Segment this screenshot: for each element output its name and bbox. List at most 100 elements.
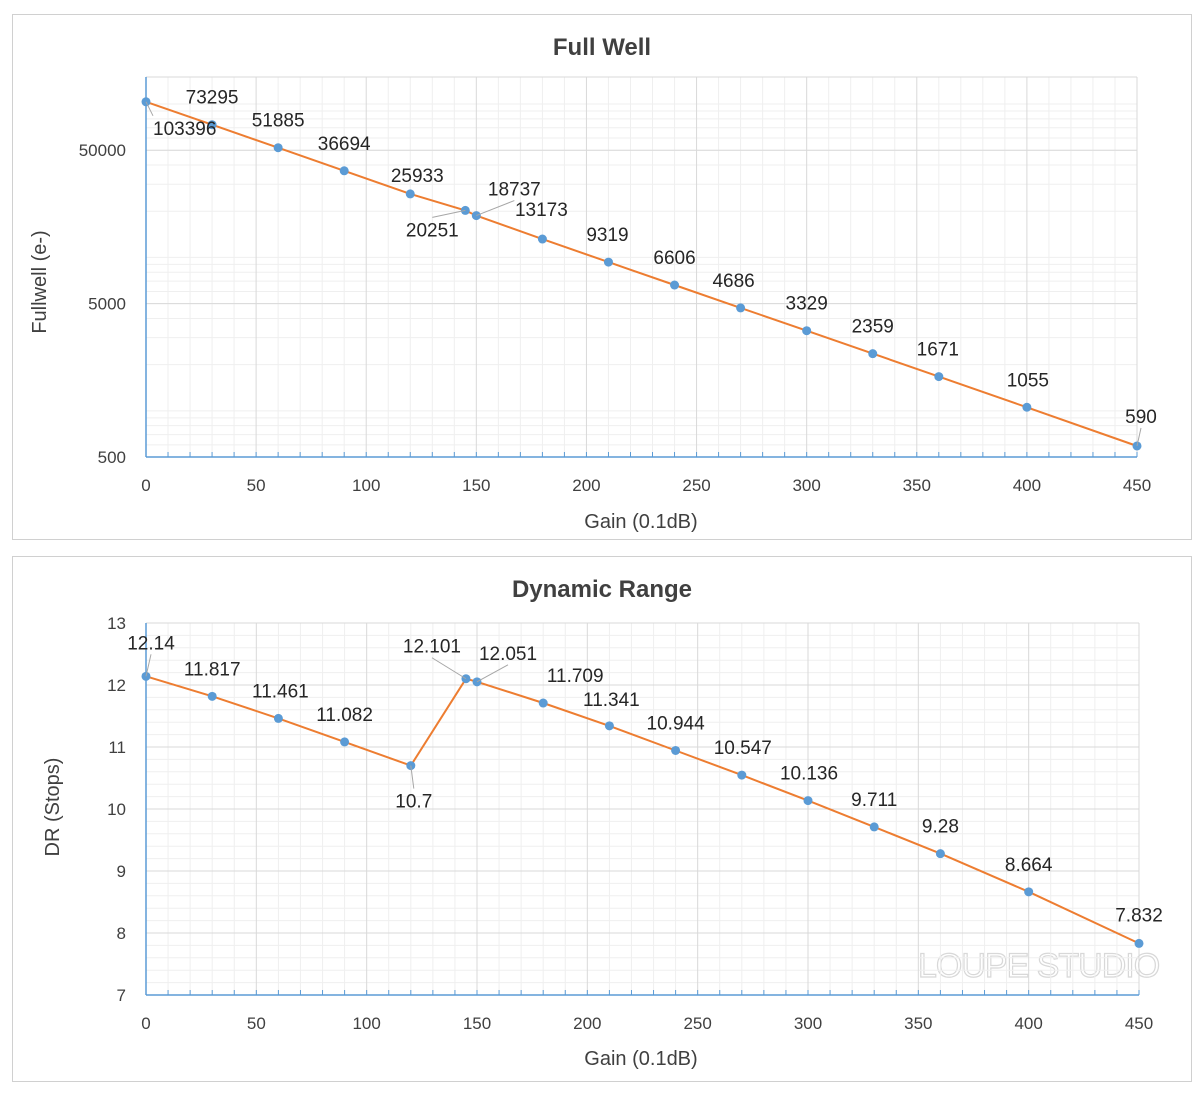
x-tick-label: 0 xyxy=(141,1014,150,1033)
data-label: 51885 xyxy=(252,111,305,132)
x-tick-label: 100 xyxy=(352,476,380,495)
data-point xyxy=(273,713,283,723)
x-tick-label: 150 xyxy=(462,476,490,495)
data-label: 20251 xyxy=(406,220,459,241)
data-point xyxy=(207,691,217,701)
data-points xyxy=(141,97,1142,451)
x-tick-label: 0 xyxy=(141,476,150,495)
data-label: 10.944 xyxy=(647,713,706,734)
x-tick-label: 300 xyxy=(792,476,820,495)
data-label: 13173 xyxy=(515,200,568,221)
y-tick-labels: 7 8 9 10 11 12 13 xyxy=(107,614,126,1005)
y-tick-label: 50000 xyxy=(79,141,126,160)
y-tick-label: 7 xyxy=(117,986,126,1005)
y-tick-label: 11 xyxy=(108,738,126,757)
data-point xyxy=(339,166,349,176)
label-leader-line xyxy=(410,765,415,789)
y-tick-label: 9 xyxy=(117,862,126,881)
y-tick-label: 10 xyxy=(107,800,126,819)
data-label: 2359 xyxy=(852,317,894,338)
data-label: 73295 xyxy=(186,88,239,109)
data-label: 12.051 xyxy=(479,644,537,665)
data-label: 11.817 xyxy=(184,659,241,680)
data-point xyxy=(538,698,548,708)
data-label: 36694 xyxy=(318,134,371,155)
x-tick-label: 250 xyxy=(682,476,710,495)
data-point xyxy=(670,280,680,290)
data-point xyxy=(737,770,747,780)
data-label: 4686 xyxy=(712,271,754,292)
gridlines xyxy=(146,622,1140,995)
y-axis-title: Fullwell (e-) xyxy=(29,230,51,333)
y-axis-title: DR (Stops) xyxy=(42,758,64,857)
x-tick-labels: 0 50 100 150 200 250 300 350 400 450 xyxy=(141,1014,1153,1033)
data-labels: 12.14 11.817 11.461 11.082 10.7 12.101 12.051 1… xyxy=(127,633,1163,926)
y-tick-labels: 500 5000 50000 xyxy=(79,141,126,467)
data-point xyxy=(802,326,812,336)
data-label: 18737 xyxy=(488,180,541,201)
data-label: 590 xyxy=(1125,407,1157,428)
label-leader-line xyxy=(476,664,509,683)
data-point xyxy=(935,849,945,859)
data-point xyxy=(869,822,879,832)
data-point xyxy=(537,234,547,244)
data-label: 9.711 xyxy=(851,790,897,811)
data-label: 8.664 xyxy=(1005,855,1053,876)
chart-title: Dynamic Range xyxy=(512,576,692,603)
data-point xyxy=(671,745,681,755)
label-leader-line xyxy=(1136,427,1142,447)
label-leader-line xyxy=(476,200,515,217)
x-tick-label: 400 xyxy=(1014,1014,1042,1033)
x-tick-label: 200 xyxy=(572,476,600,495)
data-point xyxy=(736,303,746,313)
data-point xyxy=(1022,402,1032,412)
data-point xyxy=(868,349,878,359)
data-point xyxy=(273,143,283,153)
series-line xyxy=(145,100,1138,447)
x-tick-labels: 0 50 100 150 200 250 300 350 400 450 xyxy=(141,476,1151,495)
data-point xyxy=(1134,938,1144,948)
data-point xyxy=(472,677,482,687)
data-labels: 103396 73295 51885 36694 25933 20251 187371317… xyxy=(145,88,1157,447)
data-label: 11.082 xyxy=(316,705,373,726)
dynamic-range-chart-panel: Dynamic Range Gain (0.1dB) DR (Stops) LO… xyxy=(12,556,1192,1082)
x-tick-label: 450 xyxy=(1123,476,1151,495)
x-tick-label: 300 xyxy=(794,1014,822,1033)
data-label: 1055 xyxy=(1007,370,1049,391)
data-points xyxy=(141,671,1144,948)
full-well-chart-panel: Full Well Gain (0.1dB) Fullwell (e-) 500… xyxy=(12,14,1192,540)
x-tick-label: 150 xyxy=(463,1014,491,1033)
series-line xyxy=(145,675,1140,945)
x-tick-label: 200 xyxy=(573,1014,601,1033)
data-point xyxy=(604,721,614,731)
label-leader-line xyxy=(432,209,466,218)
data-label: 6606 xyxy=(653,248,695,269)
data-label: 11.461 xyxy=(252,681,309,702)
data-point xyxy=(141,671,151,681)
data-point xyxy=(405,189,415,199)
y-tick-label: 13 xyxy=(107,614,126,633)
label-leader-line xyxy=(145,101,154,117)
y-tick-label: 500 xyxy=(98,448,126,467)
data-label: 9319 xyxy=(586,225,628,246)
data-point xyxy=(1024,887,1034,897)
x-axis-title: Gain (0.1dB) xyxy=(584,511,697,533)
gridlines xyxy=(146,76,1138,457)
x-tick-label: 100 xyxy=(352,1014,380,1033)
data-point xyxy=(934,372,944,382)
x-tick-label: 450 xyxy=(1125,1014,1153,1033)
x-tick-label: 250 xyxy=(683,1014,711,1033)
data-point xyxy=(603,257,613,267)
y-tick-label: 5000 xyxy=(88,295,126,314)
label-leader-line xyxy=(145,654,152,677)
watermark: LOUPE STUDIO xyxy=(918,947,1159,985)
y-tick-label: 8 xyxy=(117,924,126,943)
data-point xyxy=(803,796,813,806)
data-label: 11.341 xyxy=(583,690,640,711)
data-label: 11.709 xyxy=(547,666,604,687)
data-label: 7.832 xyxy=(1115,905,1163,926)
data-label: 12.14 xyxy=(127,633,175,654)
chart-title: Full Well xyxy=(553,34,651,61)
y-tick-label: 12 xyxy=(107,676,126,695)
x-tick-label: 50 xyxy=(247,1014,266,1033)
